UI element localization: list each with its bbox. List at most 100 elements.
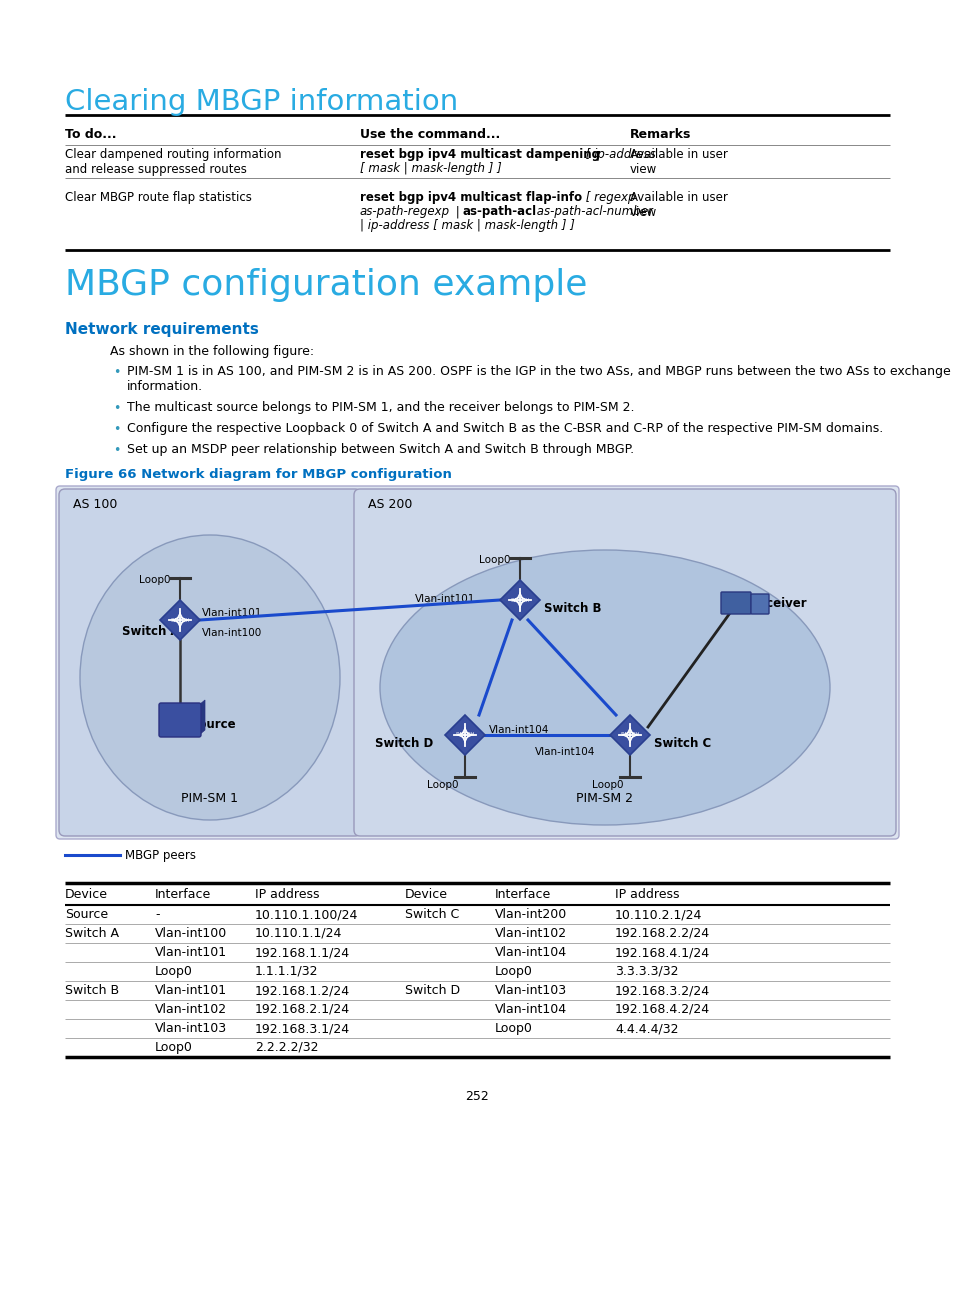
FancyBboxPatch shape <box>720 592 750 614</box>
Text: |: | <box>452 205 463 218</box>
Text: [ regexp: [ regexp <box>581 191 635 203</box>
Text: Device: Device <box>65 888 108 901</box>
Text: Available in user
view: Available in user view <box>629 148 727 176</box>
Text: Interface: Interface <box>495 888 551 901</box>
Text: 192.168.4.1/24: 192.168.4.1/24 <box>615 946 709 959</box>
Text: Use the command...: Use the command... <box>359 128 499 141</box>
Text: Vlan-int101: Vlan-int101 <box>154 946 227 959</box>
Text: •: • <box>112 402 120 415</box>
Text: Vlan-int104: Vlan-int104 <box>495 946 566 959</box>
Text: SWITCH: SWITCH <box>455 732 475 737</box>
Polygon shape <box>160 600 200 640</box>
Text: Vlan-int103: Vlan-int103 <box>495 984 566 997</box>
Text: To do...: To do... <box>65 128 116 141</box>
Text: reset bgp ipv4 multicast flap-info: reset bgp ipv4 multicast flap-info <box>359 191 581 203</box>
Text: 192.168.2.1/24: 192.168.2.1/24 <box>254 1003 350 1016</box>
Text: As shown in the following figure:: As shown in the following figure: <box>110 345 314 358</box>
Text: •: • <box>112 445 120 457</box>
Text: Vlan-int100: Vlan-int100 <box>154 927 227 940</box>
Polygon shape <box>444 715 484 756</box>
Text: Figure 66 Network diagram for MBGP configuration: Figure 66 Network diagram for MBGP confi… <box>65 468 452 481</box>
Text: -: - <box>154 908 159 921</box>
Text: Loop0: Loop0 <box>154 1041 193 1054</box>
Text: Device: Device <box>405 888 448 901</box>
Ellipse shape <box>80 535 339 820</box>
Text: MBGP configuration example: MBGP configuration example <box>65 268 587 302</box>
FancyBboxPatch shape <box>750 594 768 614</box>
Text: Switch C: Switch C <box>405 908 458 921</box>
Text: Remarks: Remarks <box>629 128 691 141</box>
Text: as-path-acl-number: as-path-acl-number <box>533 205 652 218</box>
Text: Vlan-int104: Vlan-int104 <box>489 724 549 735</box>
Text: Loop0: Loop0 <box>495 966 533 978</box>
Text: Network requirements: Network requirements <box>65 321 258 337</box>
Polygon shape <box>199 700 205 735</box>
Text: [ mask | mask-length ] ]: [ mask | mask-length ] ] <box>359 162 501 175</box>
Text: Vlan-int100: Vlan-int100 <box>202 629 262 638</box>
Ellipse shape <box>379 550 829 826</box>
Text: Vlan-int101: Vlan-int101 <box>202 608 262 618</box>
Text: Switch D: Switch D <box>405 984 459 997</box>
Text: Loop0: Loop0 <box>495 1023 533 1036</box>
Text: SWITCH: SWITCH <box>619 732 639 737</box>
Text: AS 200: AS 200 <box>368 498 412 511</box>
Text: information.: information. <box>127 380 203 393</box>
Text: Clearing MBGP information: Clearing MBGP information <box>65 88 457 117</box>
Text: Interface: Interface <box>154 888 211 901</box>
Text: Clear dampened routing information
and release suppressed routes: Clear dampened routing information and r… <box>65 148 281 176</box>
FancyBboxPatch shape <box>56 486 898 839</box>
Text: as-path-regexp: as-path-regexp <box>359 205 450 218</box>
Text: Switch C: Switch C <box>654 737 711 750</box>
Text: Loop0: Loop0 <box>139 575 171 584</box>
Text: Configure the respective Loopback 0 of Switch A and Switch B as the C-BSR and C-: Configure the respective Loopback 0 of S… <box>127 422 882 435</box>
Text: 3.3.3.3/32: 3.3.3.3/32 <box>615 966 678 978</box>
Text: Loop0: Loop0 <box>427 780 458 791</box>
Text: Switch A: Switch A <box>65 927 119 940</box>
Polygon shape <box>609 715 649 756</box>
Text: Receiver: Receiver <box>749 597 807 610</box>
Text: 252: 252 <box>465 1090 488 1103</box>
Polygon shape <box>499 581 539 619</box>
Text: Loop0: Loop0 <box>478 555 510 565</box>
Text: •: • <box>112 422 120 435</box>
Text: 192.168.3.2/24: 192.168.3.2/24 <box>615 984 709 997</box>
Text: SWITCH: SWITCH <box>171 617 190 622</box>
Text: SWITCH: SWITCH <box>510 597 529 603</box>
Text: 10.110.1.1/24: 10.110.1.1/24 <box>254 927 342 940</box>
Text: PIM-SM 1: PIM-SM 1 <box>181 792 238 805</box>
Text: 192.168.1.1/24: 192.168.1.1/24 <box>254 946 350 959</box>
Text: Switch B: Switch B <box>65 984 119 997</box>
Text: The multicast source belongs to PIM-SM 1, and the receiver belongs to PIM-SM 2.: The multicast source belongs to PIM-SM 1… <box>127 400 634 413</box>
Text: •: • <box>112 365 120 378</box>
Text: reset bgp ipv4 multicast dampening: reset bgp ipv4 multicast dampening <box>359 148 599 161</box>
Text: 10.110.2.1/24: 10.110.2.1/24 <box>615 908 701 921</box>
Text: MBGP peers: MBGP peers <box>125 849 195 862</box>
FancyBboxPatch shape <box>354 489 895 836</box>
Text: IP address: IP address <box>254 888 319 901</box>
Text: 192.168.2.2/24: 192.168.2.2/24 <box>615 927 709 940</box>
Text: Loop0: Loop0 <box>592 780 623 791</box>
FancyBboxPatch shape <box>59 489 360 836</box>
Text: 192.168.1.2/24: 192.168.1.2/24 <box>254 984 350 997</box>
Text: Source: Source <box>65 908 108 921</box>
Text: Vlan-int102: Vlan-int102 <box>495 927 566 940</box>
Text: Vlan-int200: Vlan-int200 <box>495 908 567 921</box>
Text: 192.168.4.2/24: 192.168.4.2/24 <box>615 1003 709 1016</box>
Text: | ip-address [ mask | mask-length ] ]: | ip-address [ mask | mask-length ] ] <box>359 219 575 232</box>
Text: Set up an MSDP peer relationship between Switch A and Switch B through MBGP.: Set up an MSDP peer relationship between… <box>127 443 634 456</box>
Text: 10.110.1.100/24: 10.110.1.100/24 <box>254 908 358 921</box>
Text: Switch B: Switch B <box>543 603 601 616</box>
Text: Loop0: Loop0 <box>154 966 193 978</box>
Text: Source: Source <box>190 718 235 731</box>
Text: [ ip-address: [ ip-address <box>581 148 655 161</box>
Text: AS 100: AS 100 <box>73 498 117 511</box>
FancyBboxPatch shape <box>159 702 201 737</box>
Text: Vlan-int102: Vlan-int102 <box>154 1003 227 1016</box>
Text: Vlan-int103: Vlan-int103 <box>154 1023 227 1036</box>
Text: as-path-acl: as-path-acl <box>462 205 537 218</box>
Text: PIM-SM 2: PIM-SM 2 <box>576 792 633 805</box>
Text: 2.2.2.2/32: 2.2.2.2/32 <box>254 1041 318 1054</box>
Text: Switch D: Switch D <box>375 737 433 750</box>
Text: Vlan-int104: Vlan-int104 <box>495 1003 566 1016</box>
Text: Vlan-int101: Vlan-int101 <box>415 594 475 604</box>
